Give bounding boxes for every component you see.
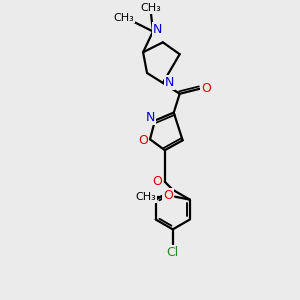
Text: O: O xyxy=(152,176,162,188)
Text: CH₃: CH₃ xyxy=(141,3,161,13)
Text: O: O xyxy=(202,82,211,95)
Text: N: N xyxy=(153,23,163,36)
Text: O: O xyxy=(163,189,173,202)
Text: CH₃: CH₃ xyxy=(135,192,156,202)
Text: N: N xyxy=(145,111,155,124)
Text: O: O xyxy=(138,134,148,147)
Text: CH₃: CH₃ xyxy=(113,13,134,22)
Text: N: N xyxy=(165,76,175,89)
Text: Cl: Cl xyxy=(167,246,179,259)
